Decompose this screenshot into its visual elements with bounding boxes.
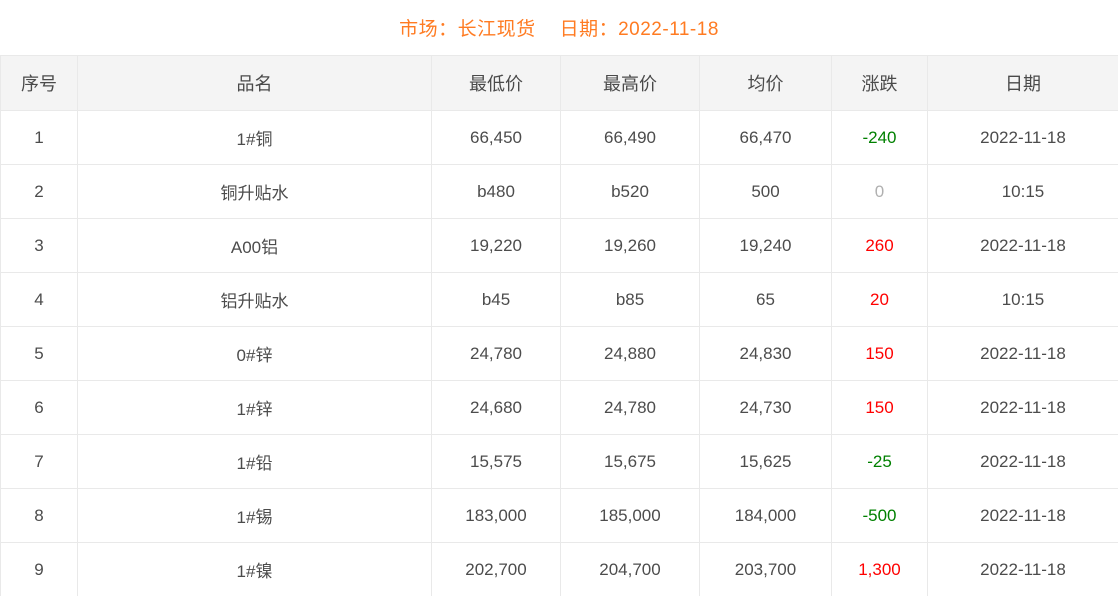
report-date-title: 日期：2022-11-18: [559, 19, 719, 40]
cell-change: 20: [831, 272, 928, 327]
table-row: 3 A00铝 19,220 19,260 19,240 260 2022-11-…: [0, 218, 1118, 273]
cell-date: 2022-11-18: [927, 434, 1118, 489]
cell-date: 10:15: [927, 164, 1118, 219]
cell-date: 2022-11-18: [927, 110, 1118, 165]
cell-change: -240: [831, 110, 928, 165]
cell-row-index: 3: [0, 218, 78, 273]
cell-date: 2022-11-18: [927, 380, 1118, 435]
cell-low-price: b45: [431, 272, 561, 327]
table-row: 7 1#铅 15,575 15,675 15,625 -25 2022-11-1…: [0, 434, 1118, 489]
cell-product-name: 1#铅: [77, 434, 432, 489]
cell-product-name: 铝升贴水: [77, 272, 432, 327]
column-header-change: 涨跌: [831, 55, 928, 111]
cell-avg-price: 203,700: [699, 542, 832, 596]
cell-high-price: b85: [560, 272, 700, 327]
cell-high-price: 19,260: [560, 218, 700, 273]
cell-change: -500: [831, 488, 928, 543]
cell-row-index: 5: [0, 326, 78, 381]
cell-avg-price: 184,000: [699, 488, 832, 543]
cell-avg-price: 66,470: [699, 110, 832, 165]
table-header: 序号 品名 最低价 最高价 均价 涨跌 日期: [0, 55, 1118, 111]
cell-avg-price: 24,830: [699, 326, 832, 381]
cell-row-index: 4: [0, 272, 78, 327]
cell-high-price: b520: [560, 164, 700, 219]
cell-low-price: 15,575: [431, 434, 561, 489]
market-title: 市场：长江现货: [399, 19, 536, 40]
table-body: 1 1#铜 66,450 66,490 66,470 -240 2022-11-…: [0, 110, 1118, 596]
cell-avg-price: 24,730: [699, 380, 832, 435]
cell-product-name: 1#铜: [77, 110, 432, 165]
cell-high-price: 24,880: [560, 326, 700, 381]
table-row: 9 1#镍 202,700 204,700 203,700 1,300 2022…: [0, 542, 1118, 596]
cell-high-price: 66,490: [560, 110, 700, 165]
cell-product-name: A00铝: [77, 218, 432, 273]
cell-high-price: 15,675: [560, 434, 700, 489]
cell-change: 1,300: [831, 542, 928, 596]
cell-product-name: 1#锡: [77, 488, 432, 543]
cell-low-price: 183,000: [431, 488, 561, 543]
cell-product-name: 铜升贴水: [77, 164, 432, 219]
column-header-index: 序号: [0, 55, 78, 111]
cell-row-index: 2: [0, 164, 78, 219]
cell-product-name: 1#锌: [77, 380, 432, 435]
cell-low-price: 202,700: [431, 542, 561, 596]
table-row: 4 铝升贴水 b45 b85 65 20 10:15: [0, 272, 1118, 327]
column-header-name: 品名: [77, 55, 432, 111]
cell-row-index: 8: [0, 488, 78, 543]
column-header-high: 最高价: [560, 55, 700, 111]
cell-change: -25: [831, 434, 928, 489]
cell-row-index: 7: [0, 434, 78, 489]
cell-change: 260: [831, 218, 928, 273]
cell-high-price: 24,780: [560, 380, 700, 435]
cell-date: 2022-11-18: [927, 326, 1118, 381]
cell-low-price: 24,680: [431, 380, 561, 435]
cell-date: 10:15: [927, 272, 1118, 327]
cell-high-price: 204,700: [560, 542, 700, 596]
column-header-date: 日期: [927, 55, 1118, 111]
cell-product-name: 0#锌: [77, 326, 432, 381]
table-row: 2 铜升贴水 b480 b520 500 0 10:15: [0, 164, 1118, 219]
table-row: 5 0#锌 24,780 24,880 24,830 150 2022-11-1…: [0, 326, 1118, 381]
cell-avg-price: 19,240: [699, 218, 832, 273]
spot-price-table: 序号 品名 最低价 最高价 均价 涨跌 日期 1 1#铜 66,450 66,4…: [0, 55, 1118, 596]
page-title: 市场：长江现货 日期：2022-11-18: [0, 0, 1118, 55]
cell-low-price: 24,780: [431, 326, 561, 381]
cell-change: 0: [831, 164, 928, 219]
column-header-avg: 均价: [699, 55, 832, 111]
table-row: 8 1#锡 183,000 185,000 184,000 -500 2022-…: [0, 488, 1118, 543]
cell-low-price: b480: [431, 164, 561, 219]
cell-low-price: 19,220: [431, 218, 561, 273]
cell-row-index: 1: [0, 110, 78, 165]
cell-date: 2022-11-18: [927, 488, 1118, 543]
cell-row-index: 6: [0, 380, 78, 435]
cell-low-price: 66,450: [431, 110, 561, 165]
cell-avg-price: 500: [699, 164, 832, 219]
cell-date: 2022-11-18: [927, 218, 1118, 273]
header-row: 序号 品名 最低价 最高价 均价 涨跌 日期: [0, 55, 1118, 111]
cell-avg-price: 65: [699, 272, 832, 327]
cell-product-name: 1#镍: [77, 542, 432, 596]
cell-avg-price: 15,625: [699, 434, 832, 489]
table-row: 6 1#锌 24,680 24,780 24,730 150 2022-11-1…: [0, 380, 1118, 435]
cell-date: 2022-11-18: [927, 542, 1118, 596]
cell-change: 150: [831, 326, 928, 381]
cell-change: 150: [831, 380, 928, 435]
table-row: 1 1#铜 66,450 66,490 66,470 -240 2022-11-…: [0, 110, 1118, 165]
column-header-low: 最低价: [431, 55, 561, 111]
cell-row-index: 9: [0, 542, 78, 596]
cell-high-price: 185,000: [560, 488, 700, 543]
